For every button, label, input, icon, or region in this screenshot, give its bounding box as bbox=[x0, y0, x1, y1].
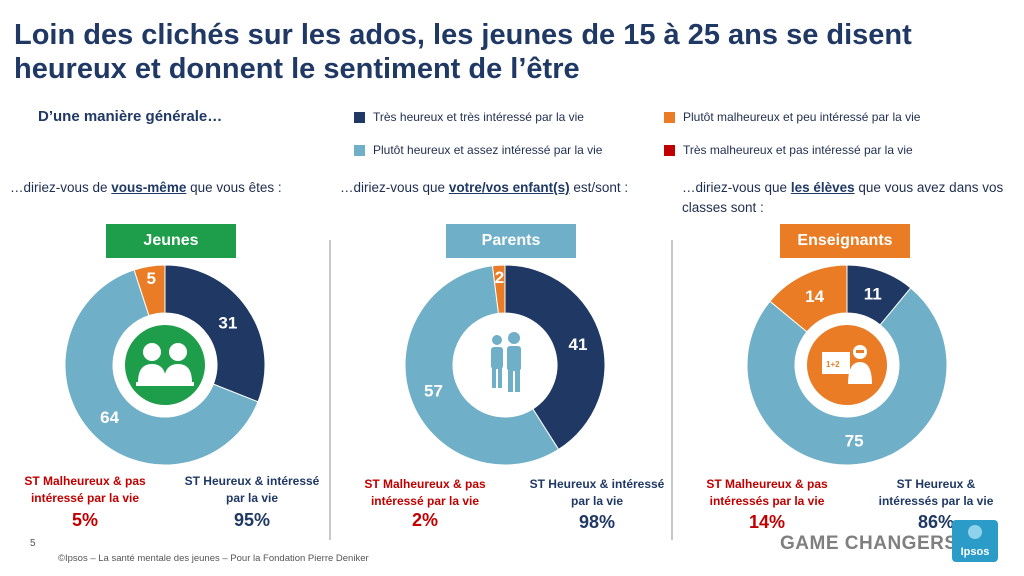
donut-value-label: 57 bbox=[424, 382, 443, 401]
question-jeunes: …diriez-vous de vous-même que vous êtes … bbox=[10, 178, 330, 198]
st-malheureux-label: ST Malheureux & pas intéressé par la vie bbox=[24, 474, 146, 505]
st-heureux-label: ST Heureux & intéressés par la vie bbox=[878, 477, 994, 508]
st-malheureux-label: ST Malheureux & pas intéressé par la vie bbox=[364, 477, 486, 508]
question-text: que vous êtes : bbox=[186, 180, 282, 195]
question-subject: vous-même bbox=[111, 180, 187, 195]
legend-label: Plutôt heureux et assez intéressé par la… bbox=[373, 143, 603, 157]
question-text: …diriez-vous que bbox=[682, 180, 791, 195]
logo-dot bbox=[968, 525, 982, 539]
brand-text: GAME CHANGERS bbox=[780, 533, 958, 554]
st-heureux-value: 98% bbox=[578, 512, 616, 532]
group-pill-jeunes: Jeunes bbox=[106, 224, 236, 258]
st-heureux-label: ST Heureux & intéressé par la vie bbox=[529, 477, 665, 508]
st-heureux-label: ST Heureux & intéressé par la vie bbox=[184, 474, 320, 505]
divider bbox=[671, 240, 673, 540]
legend-item: Très malheureux et pas intéressé par la … bbox=[664, 143, 913, 157]
question-text: …diriez-vous de bbox=[10, 180, 112, 195]
donut-slice bbox=[133, 264, 166, 317]
donut-center bbox=[465, 325, 545, 405]
st-malheureux-label: ST Malheureux & pas intéressés par la vi… bbox=[706, 477, 828, 508]
question-text: que vous avez dans vos classes sont : bbox=[682, 180, 1004, 215]
legend-label: Très heureux et très intéressé par la vi… bbox=[373, 110, 584, 124]
donut-slice bbox=[491, 264, 506, 314]
legend-swatch bbox=[354, 111, 365, 123]
students-icon bbox=[136, 343, 194, 386]
ipsos-logo: Ipsos bbox=[952, 520, 998, 562]
legend-item: Plutôt malheureux et peu intéressé par l… bbox=[664, 110, 920, 124]
question-parents: …diriez-vous que votre/vos enfant(s) est… bbox=[340, 178, 670, 198]
donut-slice bbox=[746, 287, 948, 466]
donut-value-label: 14 bbox=[805, 287, 824, 306]
st-malheureux-value: 14% bbox=[748, 512, 786, 532]
legend-swatch bbox=[664, 111, 675, 123]
donut-chart-parents: 41 57 2 bbox=[404, 264, 606, 466]
st-heureux-value: 86% bbox=[917, 512, 955, 532]
question-subject: votre/vos enfant(s) bbox=[448, 180, 570, 195]
page-number: 5 bbox=[30, 538, 36, 549]
svg-text:1+2: 1+2 bbox=[826, 360, 840, 369]
donut-value-label: 11 bbox=[864, 284, 882, 303]
question-subject: les élèves bbox=[790, 180, 855, 195]
subtitle: D’une manière générale… bbox=[38, 108, 223, 125]
st-heureux-value: 95% bbox=[233, 510, 271, 530]
question-text: est/sont : bbox=[569, 180, 629, 195]
legend-item: Plutôt heureux et assez intéressé par la… bbox=[354, 143, 602, 157]
st-malheureux-value: 2% bbox=[411, 510, 438, 530]
donut-chart-enseignants: 1+2 11 75 14 bbox=[746, 264, 948, 466]
donut-slice bbox=[64, 269, 259, 466]
donut-chart-jeunes: 31 64 5 bbox=[64, 264, 266, 466]
st-malheureux-value: 5% bbox=[71, 510, 98, 530]
donut-value-label: 75 bbox=[845, 432, 864, 451]
donut-value-label: 64 bbox=[100, 408, 119, 427]
legend-swatch bbox=[354, 144, 365, 156]
donut-value-label: 5 bbox=[146, 269, 155, 288]
logo-text: Ipsos bbox=[960, 546, 990, 558]
question-text: …diriez-vous que bbox=[340, 180, 449, 195]
page-title: Loin des clichés sur les ados, les jeune… bbox=[14, 19, 912, 85]
donut-center bbox=[125, 325, 205, 405]
donut-slice bbox=[769, 264, 848, 333]
teacher-icon: 1+2 bbox=[822, 345, 872, 384]
group-pill-parents: Parents bbox=[446, 224, 576, 258]
divider bbox=[329, 240, 331, 540]
donut-slice bbox=[164, 264, 266, 403]
group-pill-enseignants: Enseignants bbox=[780, 224, 910, 258]
donut-value-label: 31 bbox=[218, 313, 237, 332]
legend-label: Plutôt malheureux et peu intéressé par l… bbox=[683, 110, 921, 124]
donut-slice bbox=[404, 265, 560, 466]
legend-item: Très heureux et très intéressé par la vi… bbox=[354, 110, 584, 124]
legend-swatch bbox=[664, 144, 675, 156]
donut-value-label: 41 bbox=[569, 335, 588, 354]
legend-label: Très malheureux et pas intéressé par la … bbox=[683, 143, 913, 157]
donut-slice bbox=[504, 264, 606, 451]
family-icon bbox=[491, 332, 521, 392]
footer-text: ©Ipsos – La santé mentale des jeunes – P… bbox=[58, 553, 369, 564]
donut-value-label: 2 bbox=[495, 268, 504, 287]
question-enseignants: …diriez-vous que les élèves que vous ave… bbox=[682, 178, 1017, 218]
